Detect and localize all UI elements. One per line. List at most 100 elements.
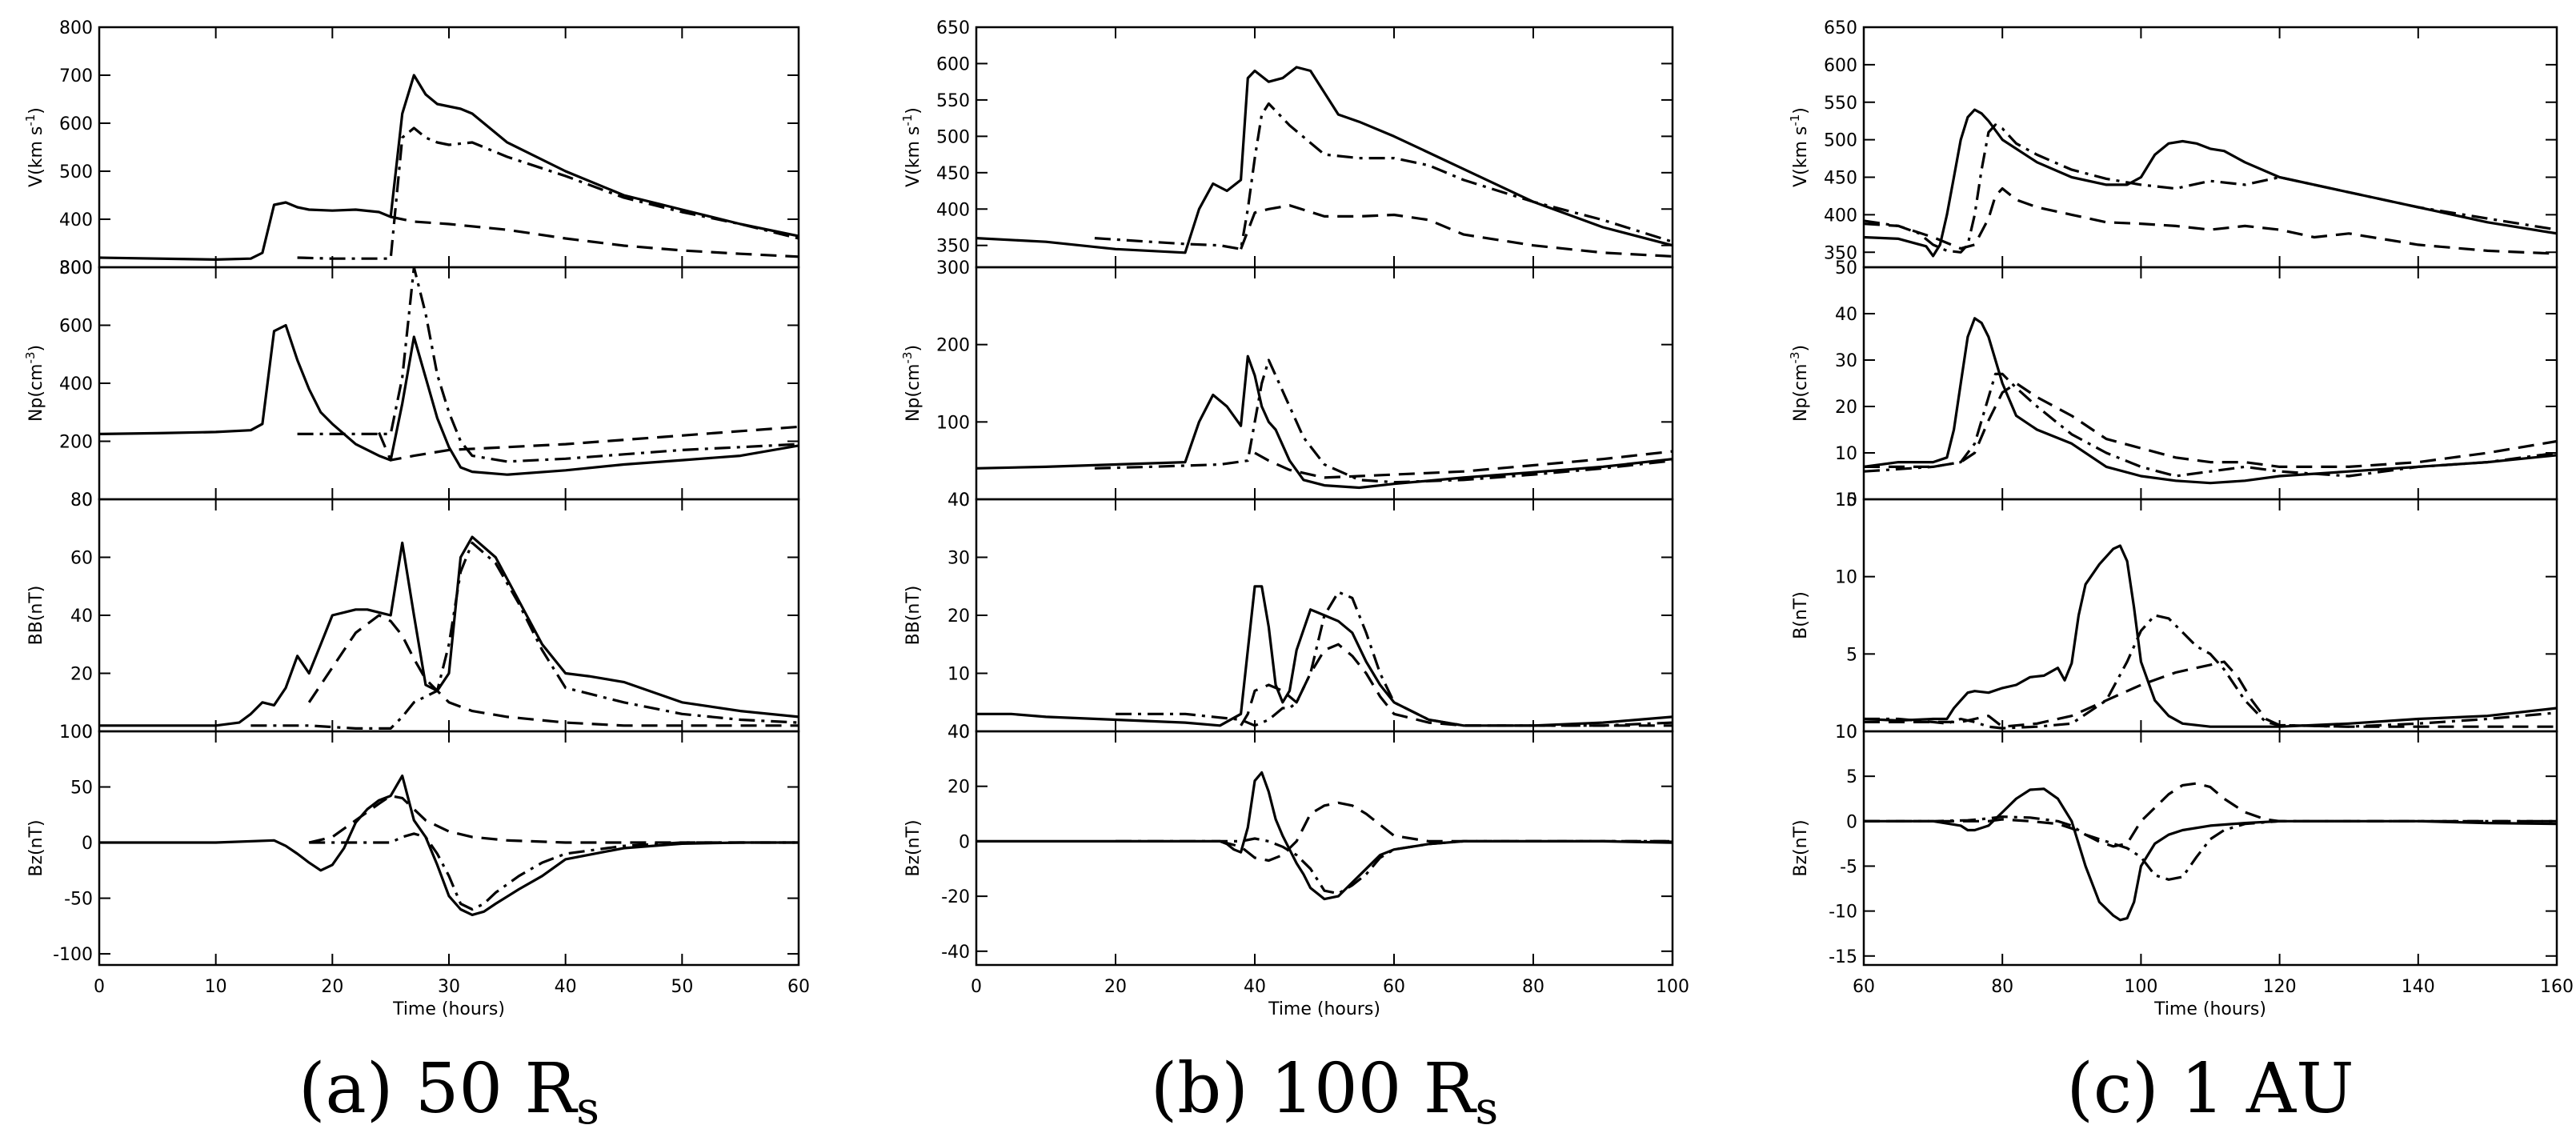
- x-tick-label: 60: [787, 977, 810, 997]
- y-tick-label: 50: [70, 779, 93, 799]
- y-tick-label: -50: [64, 890, 93, 910]
- x-tick-label: 0: [94, 977, 105, 997]
- x-tick-label: 10: [205, 977, 227, 997]
- series-line-solid: [1864, 108, 2557, 258]
- caption-subscript: s: [576, 1083, 599, 1135]
- series-group: [99, 535, 799, 731]
- y-tick-label: 650: [1824, 18, 1857, 38]
- x-tick-label: 80: [1991, 977, 2013, 997]
- y-tick-label: 200: [936, 336, 970, 356]
- series-line-solid: [1864, 544, 2557, 728]
- y-axis-label-main: Np(cm: [1791, 364, 1811, 422]
- y-tick-label: 0: [959, 723, 970, 743]
- y-tick-label: 50: [1835, 258, 1857, 278]
- y-axis-label: V(km s-1): [900, 107, 923, 187]
- y-tick-label: -100: [53, 945, 93, 965]
- panel-a-2: 0 200 400 600 800 Np(cm-3): [23, 258, 800, 510]
- y-tick-label: 5: [1846, 645, 1857, 665]
- panel-frame: [98, 26, 800, 269]
- series-group: [99, 774, 799, 917]
- y-axis-label-superscript: -3: [23, 352, 38, 364]
- x-tick-label: 60: [1383, 977, 1405, 997]
- panel-frame: [98, 498, 800, 733]
- series-group: [1864, 317, 2557, 485]
- y-tick-label: 400: [59, 210, 93, 230]
- panel-frame: [975, 730, 1674, 967]
- series-line-dash-dot: [1116, 591, 1673, 727]
- panel-c-3: 0 5 10 15 B(nT): [1791, 490, 2558, 743]
- y-tick-label: 550: [936, 91, 970, 111]
- y-axis-label: BB(nT): [26, 586, 46, 646]
- y-tick-label: 20: [1835, 398, 1857, 418]
- y-tick-label: 40: [947, 490, 970, 510]
- y-tick-label: 40: [947, 723, 970, 743]
- y-axis-label: Np(cm-3): [900, 345, 923, 422]
- y-tick-label: 20: [947, 778, 970, 798]
- y-tick-label: 10: [947, 665, 970, 685]
- series-group: [976, 585, 1673, 727]
- y-tick-label: 0: [82, 834, 93, 854]
- y-tick-label: 0: [1846, 723, 1857, 743]
- panel-c-1: 350 400 450 500 550 600 650 V(km s-1): [1788, 18, 2558, 269]
- y-tick-label: 400: [1824, 206, 1857, 226]
- y-tick-label: 450: [1824, 169, 1857, 189]
- series-line-dashed: [1240, 204, 1673, 258]
- y-tick-label: 350: [1824, 243, 1857, 263]
- y-tick-label: 10: [1835, 444, 1857, 464]
- y-tick-label: -5: [1840, 857, 1857, 877]
- series-line-dashed: [308, 794, 799, 844]
- caption-text: (a) 50 R: [298, 1049, 578, 1129]
- y-tick-label: 700: [59, 66, 93, 86]
- panel-a-3: 0 20 40 60 80 BB(nT): [26, 490, 800, 743]
- y-axis-label-end: ): [1791, 107, 1811, 114]
- y-axis-label: Bz(nT): [1791, 819, 1811, 876]
- y-tick-label: 0: [959, 832, 970, 852]
- y-tick-label: 15: [1835, 490, 1857, 510]
- y-axis-label-end: ): [903, 107, 923, 114]
- panel-c-4: -15 -10 -5 0 5 10 Bz(nT): [1791, 723, 2558, 967]
- series-line-dash-dot: [1864, 372, 2557, 478]
- x-axis-label: Time (hours): [392, 999, 505, 1019]
- series-line-solid: [976, 585, 1673, 727]
- y-axis-label-main: Np(cm: [903, 364, 923, 422]
- x-tick-label: 20: [321, 977, 343, 997]
- series-line-dashed: [307, 614, 799, 727]
- panel-b-4: -40 -20 0 20 40 Bz(nT): [903, 723, 1674, 967]
- y-axis-label: Np(cm-3): [1788, 345, 1811, 422]
- y-axis-label-main: V(km s: [26, 126, 46, 187]
- x-axis-label: Time (hours): [2153, 999, 2266, 1019]
- y-axis-label-superscript: -1: [900, 114, 915, 126]
- series-line-dash-dot: [1094, 102, 1673, 250]
- series-line-solid: [1864, 317, 2557, 485]
- y-tick-label: 80: [70, 490, 93, 510]
- series-line-dashed: [378, 425, 799, 462]
- figure-caption: (c) 1 AU: [2066, 1049, 2354, 1129]
- y-tick-label: 30: [1835, 351, 1857, 371]
- series-line-solid: [99, 774, 799, 917]
- x-tick-label: 30: [438, 977, 460, 997]
- y-tick-label: 800: [59, 258, 93, 278]
- y-tick-label: 0: [82, 723, 93, 743]
- series-line-solid: [99, 323, 799, 476]
- series-line-dashed: [1864, 382, 2557, 469]
- y-axis-label: Np(cm-3): [23, 345, 46, 422]
- y-tick-label: 100: [59, 723, 93, 743]
- y-axis-label: Bz(nT): [903, 819, 923, 876]
- series-line-solid: [976, 66, 1673, 254]
- panel-a-1: 300 400 500 600 700 800 V(km s-1): [23, 18, 800, 278]
- series-line-dashed: [1240, 643, 1673, 727]
- y-tick-label: 200: [59, 433, 93, 453]
- y-tick-label: 450: [936, 164, 970, 184]
- y-tick-label: -15: [1829, 947, 1857, 967]
- y-axis-label-main: V(km s: [1791, 126, 1811, 187]
- x-tick-label: 20: [1104, 977, 1127, 997]
- x-tick-label: 60: [1853, 977, 1875, 997]
- y-axis-label: BB(nT): [903, 586, 923, 646]
- panel-a-4: -100 -50 0 50 100 Bz(nT): [26, 723, 800, 967]
- y-tick-label: 5: [1846, 767, 1857, 787]
- y-tick-label: 300: [936, 258, 970, 278]
- y-tick-label: 800: [59, 18, 93, 38]
- series-group: [1864, 782, 2557, 922]
